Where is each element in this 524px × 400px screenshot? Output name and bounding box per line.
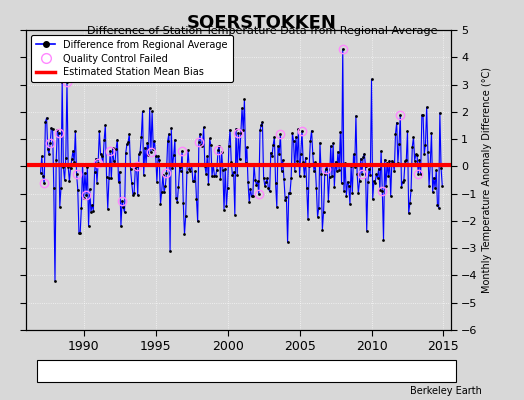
Text: ▼: ▼: [244, 367, 252, 377]
Text: SOERSTOKKEN: SOERSTOKKEN: [187, 14, 337, 32]
Y-axis label: Monthly Temperature Anomaly Difference (°C): Monthly Temperature Anomaly Difference (…: [482, 67, 492, 293]
Text: Difference of Station Temperature Data from Regional Average: Difference of Station Temperature Data f…: [87, 26, 437, 36]
Text: ■: ■: [364, 367, 375, 377]
Text: Berkeley Earth: Berkeley Earth: [410, 386, 482, 396]
Text: Empirical Break: Empirical Break: [373, 368, 444, 377]
Text: Record Gap: Record Gap: [158, 368, 211, 377]
Text: Station Move: Station Move: [54, 368, 114, 377]
Text: ▲: ▲: [149, 367, 158, 377]
Text: Time of Obs. Change: Time of Obs. Change: [253, 368, 347, 377]
Legend: Difference from Regional Average, Quality Control Failed, Estimated Station Mean: Difference from Regional Average, Qualit…: [31, 35, 233, 82]
Text: ◆: ◆: [45, 367, 53, 377]
